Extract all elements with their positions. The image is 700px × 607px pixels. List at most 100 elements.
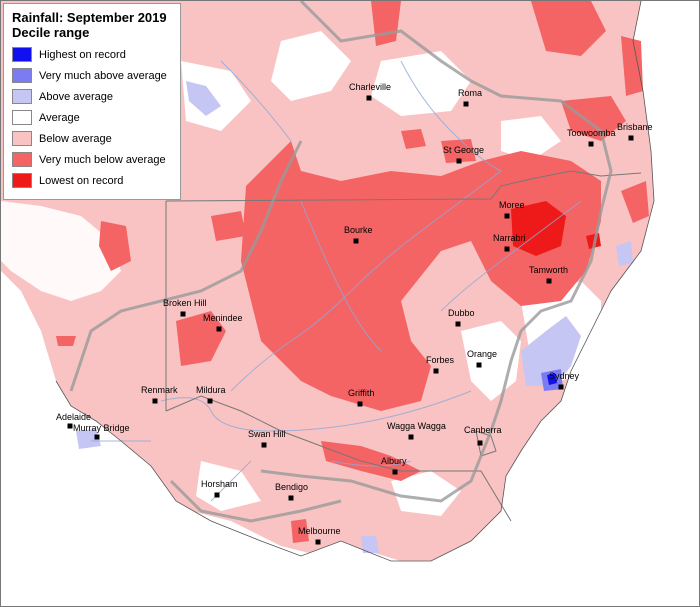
town-label: Broken Hill <box>163 298 207 308</box>
town-label: Orange <box>467 349 497 359</box>
town-label: Bendigo <box>275 482 308 492</box>
town-marker <box>315 539 321 545</box>
legend-label: Average <box>39 111 80 124</box>
highest-on-record-regions <box>547 373 557 385</box>
town-label: St George <box>443 145 484 155</box>
town-marker <box>546 278 552 284</box>
town-marker <box>207 398 213 404</box>
town-label: Moree <box>499 200 525 210</box>
legend-item-average: Average <box>12 107 172 128</box>
town-label: Sydney <box>549 371 580 381</box>
coastline <box>55 1 655 562</box>
town-marker <box>558 384 564 390</box>
town-horsham: Horsham <box>201 479 238 498</box>
town-label: Mildura <box>196 385 226 395</box>
town-albury: Albury <box>381 456 407 475</box>
legend-label: Below average <box>39 132 112 145</box>
legend-label: Very much below average <box>39 153 166 166</box>
legend-item-lowest-on-record: Lowest on record <box>12 170 172 191</box>
town-bendigo: Bendigo <box>275 482 308 501</box>
legend-swatch <box>12 47 32 62</box>
town-brisbane: Brisbane <box>617 122 653 141</box>
town-renmark: Renmark <box>141 385 178 404</box>
town-tamworth: Tamworth <box>529 265 568 284</box>
town-menindee: Menindee <box>203 313 243 332</box>
town-adelaide: Adelaide <box>56 412 91 429</box>
town-label: Renmark <box>141 385 178 395</box>
town-label: Roma <box>458 88 482 98</box>
town-label: Charleville <box>349 82 391 92</box>
legend-title: Rainfall: September 2019 <box>12 10 167 25</box>
town-marker <box>433 368 439 374</box>
town-marker <box>261 442 267 448</box>
town-marker <box>366 95 372 101</box>
legend-item-very-much-above-average: Very much above average <box>12 65 172 86</box>
town-griffith: Griffith <box>348 388 374 407</box>
town-marker <box>353 238 359 244</box>
legend-label: Lowest on record <box>39 174 124 187</box>
legend-label: Very much above average <box>39 69 167 82</box>
town-dubbo: Dubbo <box>448 308 475 327</box>
legend-swatch <box>12 131 32 146</box>
town-melbourne: Melbourne <box>298 526 341 545</box>
town-marker <box>455 321 461 327</box>
legend-swatch <box>12 110 32 125</box>
town-bourke: Bourke <box>344 225 373 244</box>
town-label: Melbourne <box>298 526 341 536</box>
town-label: Albury <box>381 456 407 466</box>
river-network <box>91 60 582 502</box>
legend-swatch <box>12 152 32 167</box>
town-label: Menindee <box>203 313 243 323</box>
town-charleville: Charleville <box>349 82 391 101</box>
legend: Rainfall: September 2019 Decile range Hi… <box>3 3 181 200</box>
legend-swatch <box>12 89 32 104</box>
town-marker <box>463 101 469 107</box>
town-label: Forbes <box>426 355 455 365</box>
town-wagga-wagga: Wagga Wagga <box>387 421 446 440</box>
town-marker <box>94 434 100 440</box>
town-marker <box>357 401 363 407</box>
town-label: Wagga Wagga <box>387 421 446 431</box>
town-label: Toowoomba <box>567 128 616 138</box>
town-label: Tamworth <box>529 265 568 275</box>
town-swan-hill: Swan Hill <box>248 429 286 448</box>
town-marker <box>152 398 158 404</box>
town-marker <box>477 440 483 446</box>
town-label: Narrabri <box>493 233 526 243</box>
town-mildura: Mildura <box>196 385 226 404</box>
town-label: Canberra <box>464 425 502 435</box>
legend-label: Highest on record <box>39 48 126 61</box>
town-broken-hill: Broken Hill <box>163 298 207 317</box>
town-label: Murray Bridge <box>73 423 130 433</box>
legend-swatch <box>12 68 32 83</box>
state-borders <box>165 170 642 522</box>
town-marker <box>67 423 73 429</box>
town-sydney: Sydney <box>549 371 580 390</box>
town-label: Bourke <box>344 225 373 235</box>
town-forbes: Forbes <box>426 355 455 374</box>
town-marker <box>504 213 510 219</box>
legend-item-very-much-below-average: Very much below average <box>12 149 172 170</box>
legend-item-highest-on-record: Highest on record <box>12 44 172 65</box>
town-toowoomba: Toowoomba <box>567 128 616 147</box>
town-marker <box>456 158 462 164</box>
legend-swatch <box>12 173 32 188</box>
town-marker <box>216 326 222 332</box>
town-marker <box>392 469 398 475</box>
town-marker <box>214 492 220 498</box>
town-marker <box>408 434 414 440</box>
legend-label: Above average <box>39 90 113 103</box>
legend-subtitle: Decile range <box>12 25 90 40</box>
above-average-regions <box>76 81 633 553</box>
town-label: Horsham <box>201 479 238 489</box>
town-marker <box>504 246 510 252</box>
town-orange: Orange <box>467 349 497 368</box>
town-st-george: St George <box>443 145 484 164</box>
town-label: Dubbo <box>448 308 475 318</box>
town-label: Griffith <box>348 388 374 398</box>
town-label: Adelaide <box>56 412 91 422</box>
town-marker <box>628 135 634 141</box>
very-much-below-average-regions <box>56 1 649 543</box>
